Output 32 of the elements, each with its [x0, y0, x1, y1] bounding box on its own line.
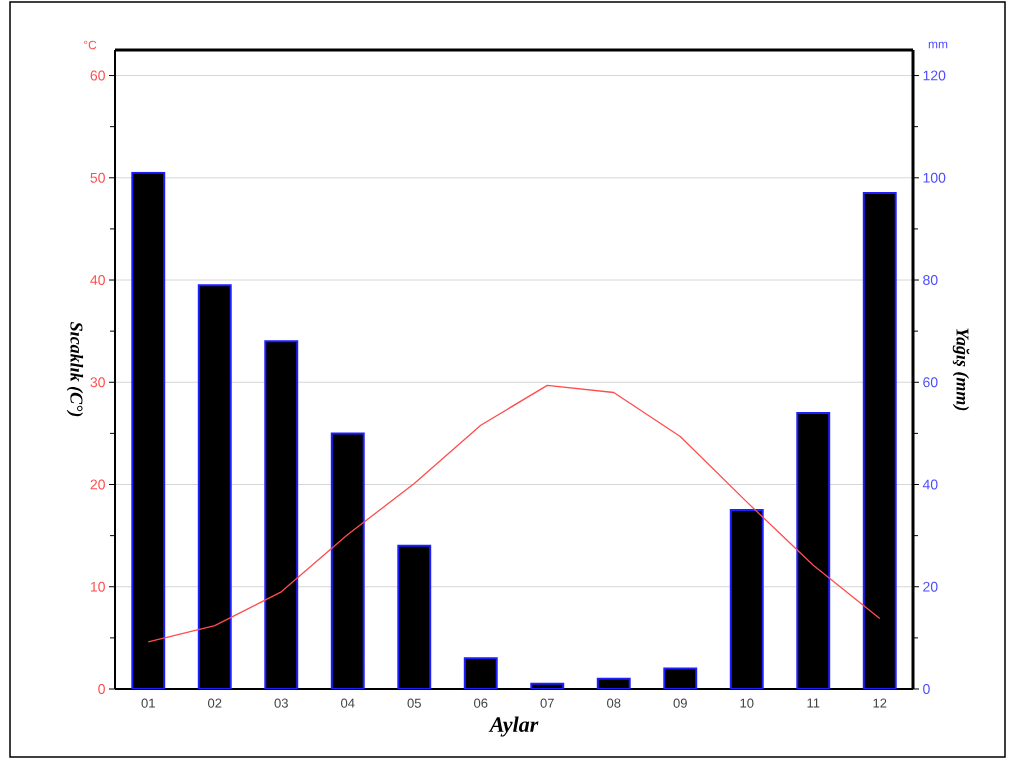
x-tick-label: 04: [341, 698, 355, 708]
x-axis-title: Aylar: [488, 716, 539, 737]
x-tick-label: 05: [407, 698, 421, 708]
line-series: [147, 384, 881, 643]
y-tick-label: 60: [90, 70, 105, 81]
y-tick-label: 50: [90, 172, 105, 183]
x-tick-label: 03: [274, 698, 288, 708]
y2-tick-label: 0: [923, 684, 930, 694]
y2-tick-label: 40: [922, 479, 938, 490]
x-tick-label: 12: [873, 698, 887, 708]
y-tick-label: 0: [98, 684, 105, 694]
y-tick-label: 20: [90, 479, 105, 490]
x-tick-label: 07: [540, 698, 554, 708]
y-tick-label: 30: [90, 377, 105, 388]
x-tick-label: 10: [740, 698, 754, 708]
text: °C: [84, 40, 97, 50]
y2-tick-label: 60: [923, 377, 938, 388]
y-tick-label: 40: [90, 275, 105, 285]
y-axis-title: Sıcaklık (C°): [66, 321, 84, 417]
x-tick-label: 02: [208, 698, 222, 708]
text: mm: [928, 41, 948, 49]
y2-tick-label: 20: [923, 581, 938, 592]
y-tick-label: 10: [90, 581, 105, 592]
y2-axis-title: Yağış (mm): [952, 328, 970, 411]
x-tick-label: 06: [474, 698, 488, 708]
y2-tick-label: 80: [923, 275, 938, 285]
x-tick-label: 09: [673, 698, 687, 708]
x-tick-label: 11: [807, 698, 820, 708]
y2-tick-label: 120: [923, 70, 946, 81]
y2-tick-label: 100: [923, 172, 946, 183]
x-tick-label: 08: [607, 698, 621, 708]
x-tick-label: 01: [141, 698, 155, 708]
